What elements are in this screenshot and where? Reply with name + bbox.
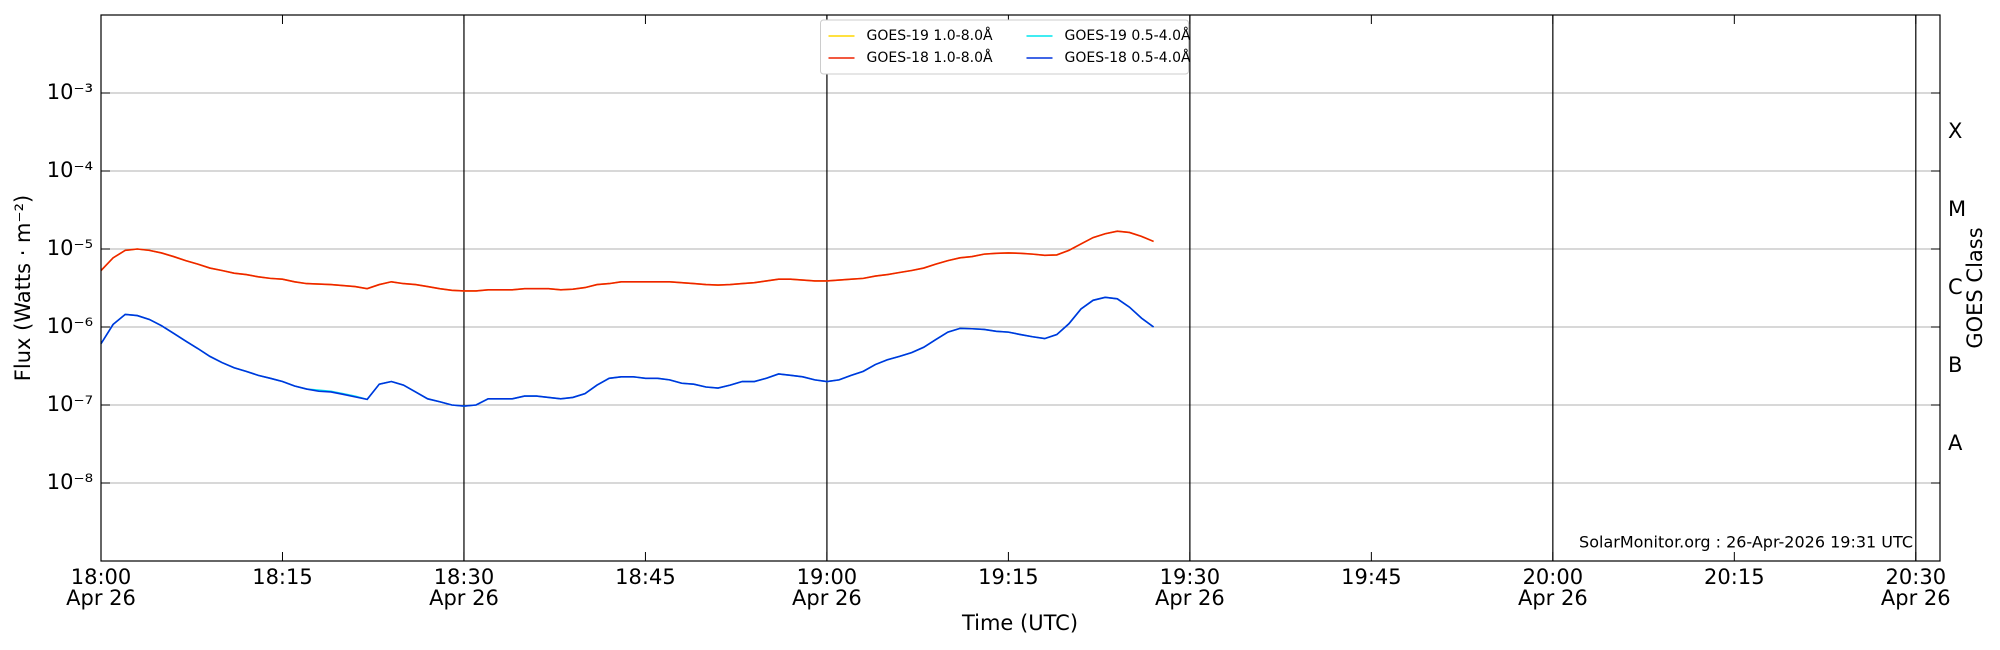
legend-label: GOES-18 1.0-8.0Å — [867, 49, 993, 66]
legend-box — [820, 19, 1189, 75]
x-tick-label: 19:00 — [797, 565, 858, 589]
annotation: SolarMonitor.org : 26-Apr-2026 19:31 UTC — [1579, 533, 1913, 552]
class-label: B — [1948, 353, 1962, 377]
x-axis-label: Time (UTC) — [961, 611, 1078, 635]
x-tick-label: 18:00 — [71, 565, 132, 589]
legend: GOES-19 1.0-8.0Å GOES-18 1.0-8.0Å GOES-19 … — [820, 19, 1191, 75]
x-tick-label: 19:45 — [1341, 565, 1402, 589]
x-tick-label: 18:30 — [434, 565, 495, 589]
y-axis-label: Flux (Watts · m⁻²) — [11, 195, 35, 381]
class-label: M — [1948, 197, 1966, 221]
legend-label: GOES-18 0.5-4.0Å — [1065, 49, 1191, 66]
class-label: A — [1948, 431, 1963, 455]
class-label: X — [1948, 119, 1962, 143]
legend-label: GOES-19 1.0-8.0Å — [867, 27, 993, 44]
series-line — [100, 296, 1155, 407]
x-tick-label: Apr 26 — [1518, 586, 1588, 610]
y-tick-label: 10⁻³ — [47, 80, 93, 104]
x-tick-label: 20:15 — [1704, 565, 1765, 589]
x-tick-label: 18:15 — [252, 565, 313, 589]
x-tick-label: 20:00 — [1523, 565, 1584, 589]
y-tick-label: 10⁻⁸ — [47, 470, 93, 494]
legend-label: GOES-19 0.5-4.0Å — [1065, 27, 1191, 44]
series-line — [100, 230, 1154, 292]
x-tick-label: Apr 26 — [1155, 586, 1225, 610]
x-tick-label: 20:30 — [1886, 565, 1947, 589]
x-tick-label: 19:15 — [978, 565, 1039, 589]
series-line — [100, 296, 1155, 407]
class-label: C — [1948, 275, 1963, 299]
y-tick-label: 10⁻⁴ — [47, 158, 93, 182]
x-tick-label: Apr 26 — [429, 586, 499, 610]
y-tick-label: 10⁻⁷ — [47, 392, 93, 416]
x-tick-label: Apr 26 — [792, 586, 862, 610]
x-tick-label: Apr 26 — [66, 586, 136, 610]
x-tick-label: Apr 26 — [1881, 586, 1951, 610]
x-tick-label: 18:45 — [615, 565, 676, 589]
plot-frame — [100, 14, 1941, 562]
x-tick-label: 19:30 — [1160, 565, 1221, 589]
y-tick-label: 10⁻⁵ — [47, 236, 93, 260]
y2-axis-label: GOES Class — [1963, 227, 1987, 348]
y-tick-label: 10⁻⁶ — [47, 314, 93, 338]
